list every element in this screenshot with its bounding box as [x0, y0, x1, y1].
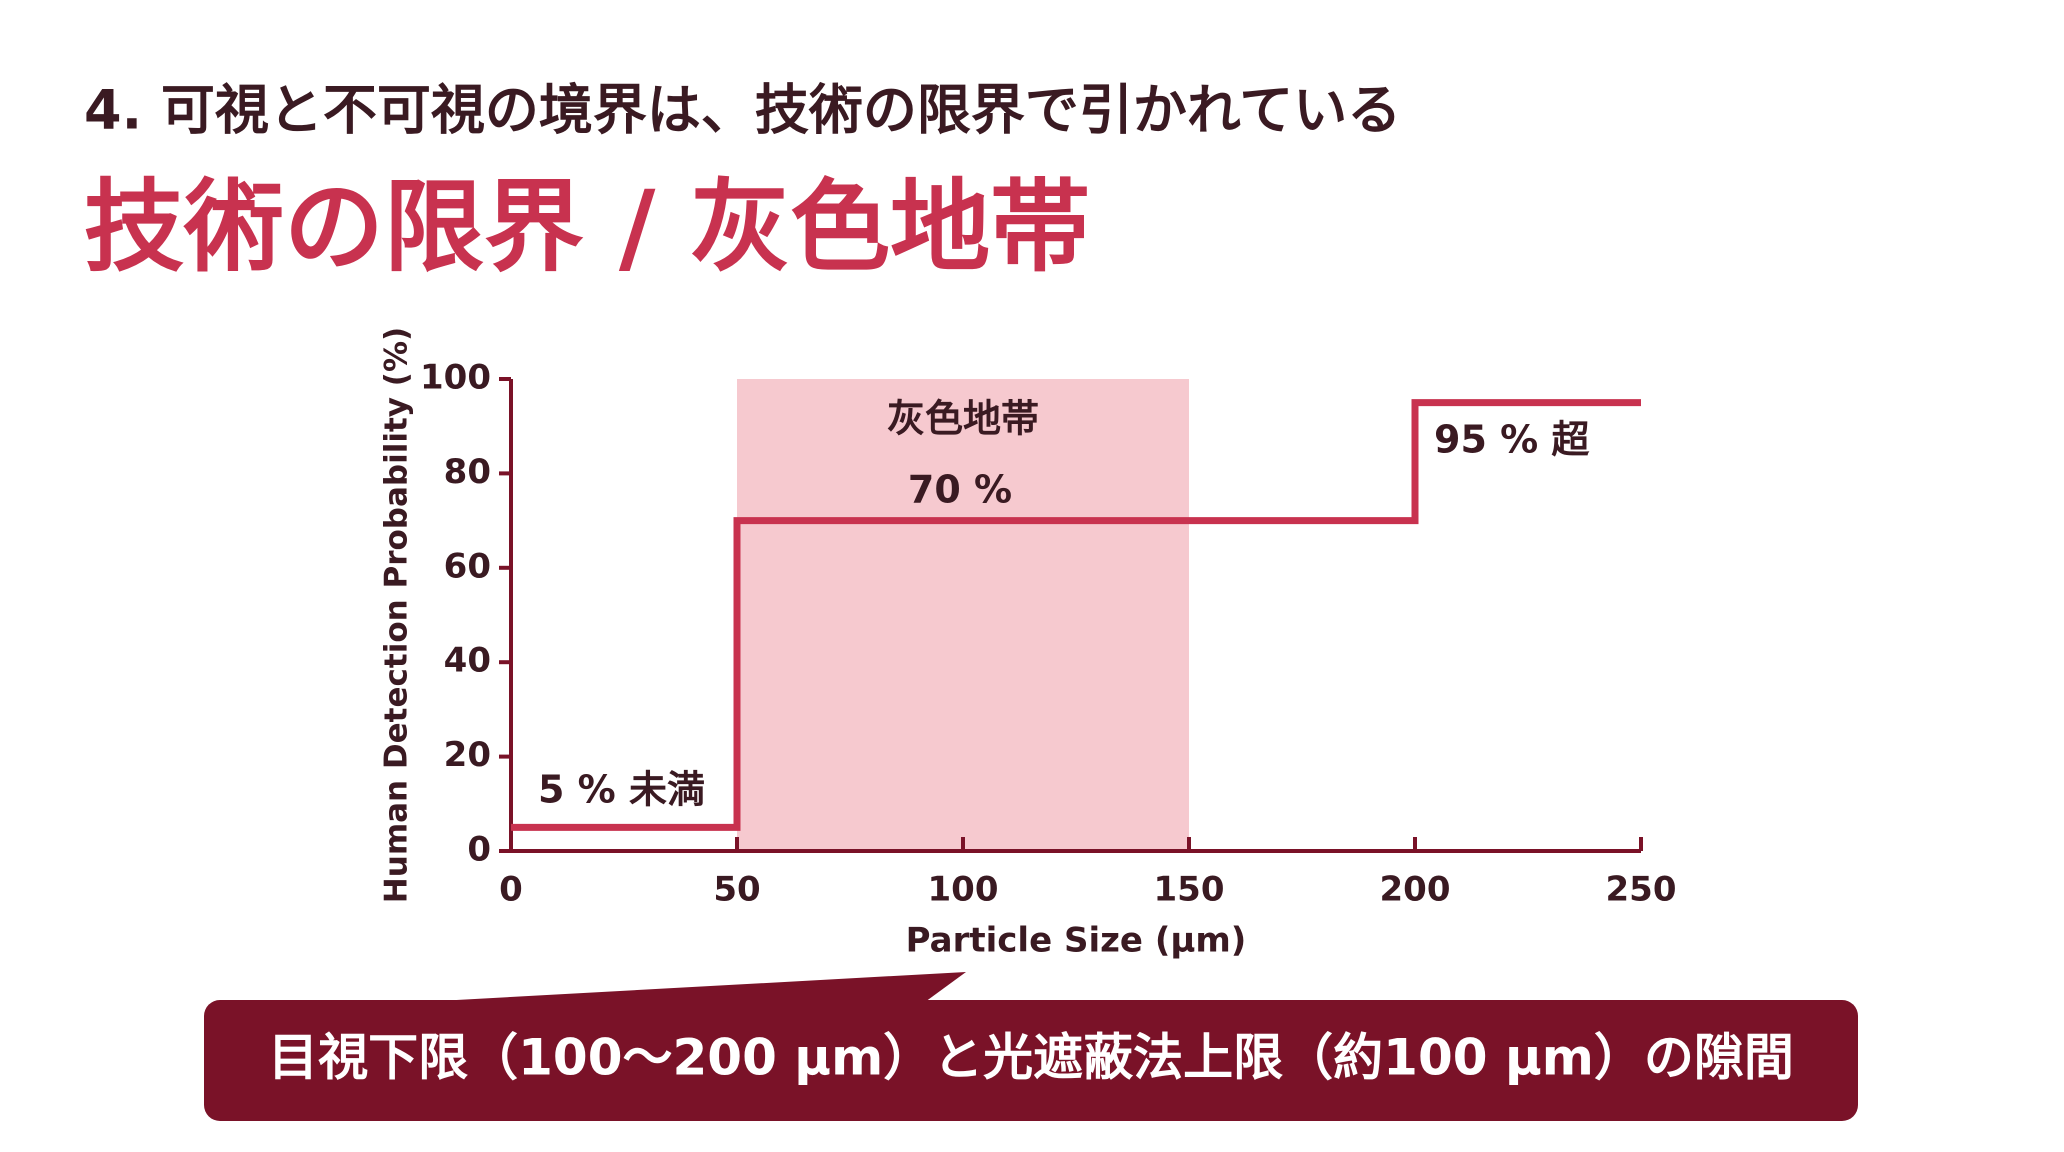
annotation: 70 % — [908, 468, 1012, 512]
callout-text: 目視下限（100〜200 µm）と光遮蔽法上限（約100 µm）の隙間 — [268, 1029, 1794, 1087]
y-tick-label: 60 — [444, 546, 491, 586]
chart: 灰色地帯 0 20 40 60 80 100 0 50 100 150 200 250 Particle … — [379, 327, 1677, 961]
y-tick-label: 20 — [444, 735, 491, 775]
y-tick-label: 40 — [444, 641, 491, 681]
step-line — [511, 399, 1641, 831]
slide-title: 技術の限界 / 灰色地帯 — [84, 168, 1090, 285]
x-tick-label: 0 — [499, 870, 523, 910]
callout-box — [204, 1000, 1858, 1121]
x-tick-label: 250 — [1606, 870, 1677, 910]
y-tick-label: 80 — [444, 452, 491, 492]
callout-tail — [420, 972, 966, 1002]
x-tick-label: 200 — [1380, 870, 1451, 910]
gray-zone — [737, 379, 1189, 851]
y-tick-label: 0 — [467, 830, 491, 870]
x-tick-label: 150 — [1154, 870, 1225, 910]
annotation: 95 % 超 — [1434, 418, 1590, 462]
x-axis-label: Particle Size (µm) — [906, 921, 1247, 961]
gray-zone-label: 灰色地帯 — [887, 397, 1039, 441]
y-tick-label: 100 — [420, 358, 491, 398]
x-tick-label: 50 — [713, 870, 760, 910]
kicker: 4. 可視と不可視の境界は、技術の限界で引かれている — [84, 79, 1401, 142]
x-tick-label: 100 — [928, 870, 999, 910]
y-axis-label: Human Detection Probability (%) — [379, 327, 415, 903]
annotation: 5 % 未満 — [538, 768, 705, 812]
